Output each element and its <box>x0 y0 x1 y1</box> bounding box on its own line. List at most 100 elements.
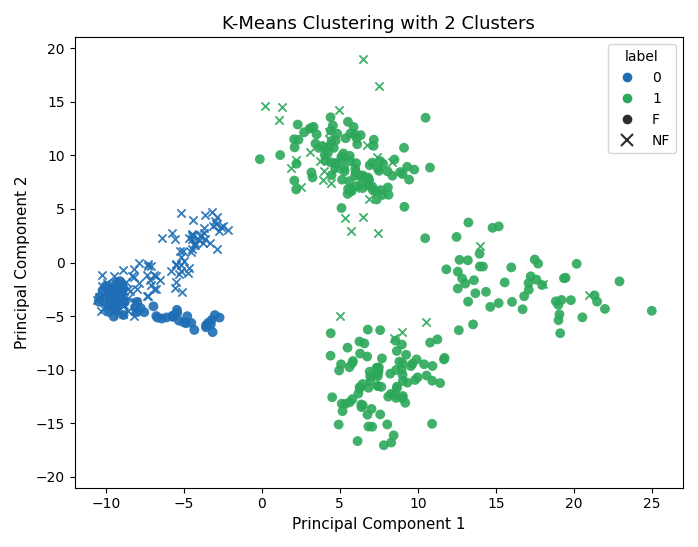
Point <box>531 275 542 284</box>
Point <box>107 293 118 302</box>
Point <box>105 286 117 295</box>
Point <box>104 293 115 301</box>
Point <box>194 232 205 241</box>
Point <box>463 218 474 227</box>
Point <box>499 278 510 287</box>
Point <box>329 164 341 173</box>
Point <box>113 296 124 305</box>
Point <box>385 438 396 447</box>
Point <box>348 123 359 131</box>
Point <box>148 302 159 311</box>
Point <box>401 162 413 171</box>
Point <box>118 302 129 311</box>
Point <box>392 347 403 356</box>
Point <box>170 235 181 243</box>
Point <box>170 260 181 269</box>
Point <box>480 287 491 296</box>
Point <box>97 286 108 295</box>
Point <box>373 382 384 391</box>
Point <box>558 274 570 283</box>
Point <box>156 234 167 243</box>
Point <box>340 134 351 143</box>
Point <box>373 81 385 90</box>
Point <box>288 135 299 144</box>
Point <box>420 113 431 122</box>
Point <box>407 359 418 368</box>
Point <box>324 127 335 136</box>
Point <box>325 136 336 144</box>
Point <box>344 177 355 185</box>
Point <box>372 382 383 391</box>
Point <box>342 344 353 352</box>
Point <box>378 441 389 450</box>
Point <box>91 296 103 305</box>
Point <box>363 422 374 431</box>
Point <box>199 229 210 238</box>
Point <box>359 339 370 348</box>
Point <box>377 190 388 199</box>
Point <box>273 116 284 125</box>
Point <box>347 359 358 368</box>
Point <box>375 156 386 165</box>
Point <box>293 135 304 144</box>
Point <box>110 294 121 303</box>
Point <box>314 157 325 166</box>
Point <box>326 137 337 146</box>
Point <box>310 139 321 148</box>
Point <box>362 141 373 149</box>
Point <box>108 312 119 321</box>
Point <box>383 190 394 199</box>
Point <box>345 187 356 195</box>
Point <box>214 313 225 322</box>
Point <box>132 298 143 306</box>
Point <box>325 351 336 360</box>
Point <box>145 262 156 271</box>
Point <box>330 159 341 167</box>
Point <box>123 307 134 316</box>
Point <box>400 398 411 407</box>
Point <box>274 151 285 160</box>
Point <box>439 353 450 362</box>
Point <box>343 184 354 193</box>
Point <box>112 296 124 305</box>
Point <box>344 152 355 160</box>
Point <box>342 189 353 198</box>
Point <box>371 363 383 372</box>
Point <box>364 176 375 184</box>
Point <box>372 372 383 381</box>
Point <box>402 379 413 387</box>
Point <box>406 362 417 370</box>
Point <box>367 186 378 195</box>
Point <box>116 288 127 297</box>
Point <box>453 326 464 335</box>
Point <box>470 289 481 298</box>
Point <box>318 166 329 175</box>
Point <box>362 173 373 182</box>
Point <box>206 208 217 217</box>
Point <box>523 278 534 287</box>
Point <box>388 431 399 440</box>
Point <box>307 173 318 182</box>
Point <box>96 282 107 290</box>
Point <box>325 158 336 166</box>
Point <box>517 305 528 313</box>
Point <box>117 297 128 306</box>
Point <box>389 333 400 342</box>
Point <box>325 329 336 337</box>
Point <box>373 166 385 175</box>
Point <box>311 130 322 139</box>
Point <box>390 393 401 402</box>
Point <box>322 149 334 158</box>
Point <box>376 382 387 391</box>
Y-axis label: Principal Component 2: Principal Component 2 <box>15 176 30 350</box>
Point <box>186 318 197 327</box>
Point <box>104 290 115 299</box>
Point <box>339 214 350 223</box>
Point <box>336 152 348 161</box>
Point <box>135 304 147 312</box>
Point <box>339 167 350 176</box>
Point <box>110 296 121 305</box>
Point <box>170 277 181 286</box>
Point <box>165 267 177 276</box>
Point <box>385 369 396 378</box>
